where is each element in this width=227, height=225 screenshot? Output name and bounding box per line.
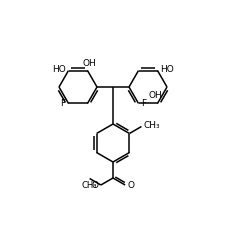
Text: O: O	[92, 182, 99, 191]
Text: HO: HO	[52, 65, 66, 74]
Text: OH: OH	[149, 91, 162, 100]
Text: F: F	[60, 99, 66, 108]
Text: OH: OH	[83, 58, 96, 68]
Text: O: O	[127, 180, 134, 189]
Text: CH₃: CH₃	[82, 180, 97, 189]
Text: F: F	[141, 99, 147, 108]
Text: HO: HO	[160, 65, 174, 74]
Text: CH₃: CH₃	[143, 121, 160, 130]
